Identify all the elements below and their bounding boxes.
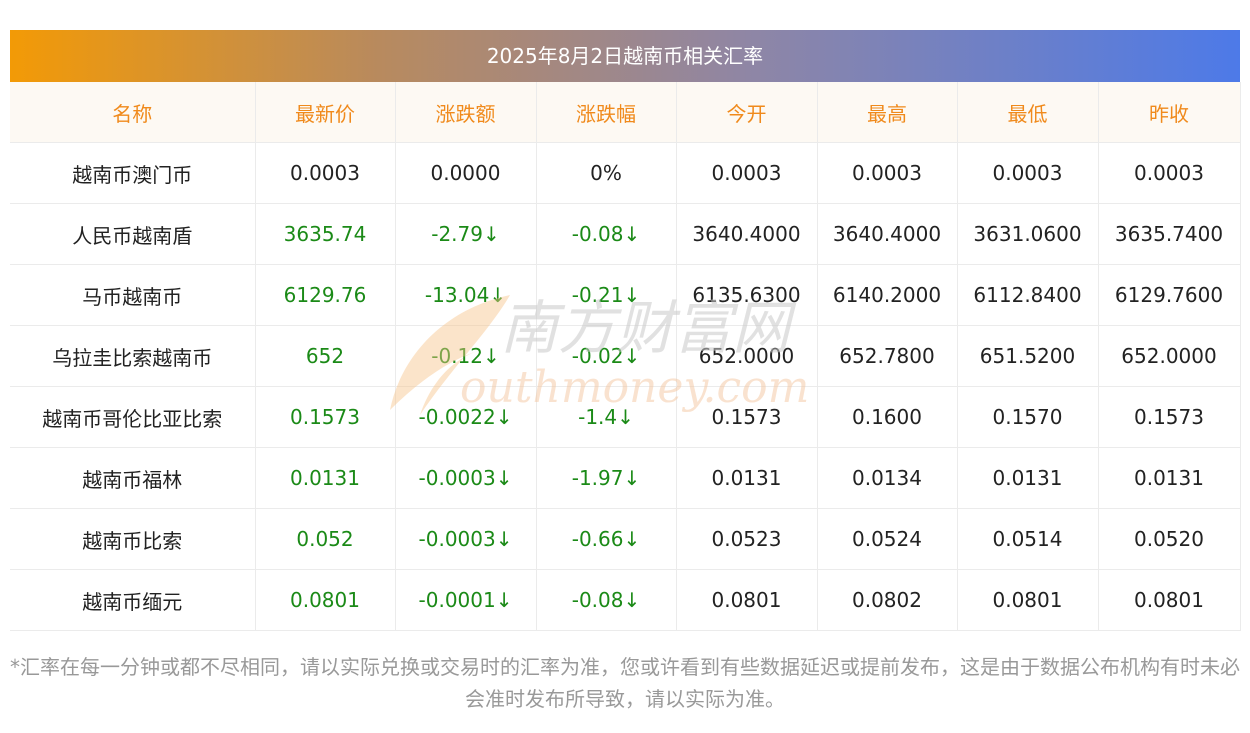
cell-change: -0.0001↓ bbox=[395, 569, 537, 631]
table-row: 越南币比索 0.052 -0.0003↓ -0.66↓ 0.0523 0.052… bbox=[10, 508, 1241, 570]
cell-name: 马币越南币 bbox=[10, 264, 256, 326]
cell-latest: 6129.76 bbox=[255, 264, 396, 326]
cell-high: 652.7800 bbox=[817, 325, 958, 387]
cell-open: 3640.4000 bbox=[676, 203, 818, 265]
cell-name: 乌拉圭比索越南币 bbox=[10, 325, 256, 387]
cell-open: 0.0131 bbox=[676, 447, 818, 509]
cell-latest: 652 bbox=[255, 325, 396, 387]
header-high: 最高 bbox=[817, 82, 958, 143]
cell-prev-close: 0.1573 bbox=[1098, 386, 1241, 448]
cell-high: 0.0003 bbox=[817, 142, 958, 204]
cell-change-pct: -1.97↓ bbox=[536, 447, 677, 509]
header-open: 今开 bbox=[676, 82, 818, 143]
cell-low: 0.0003 bbox=[957, 142, 1099, 204]
cell-latest: 3635.74 bbox=[255, 203, 396, 265]
header-name: 名称 bbox=[10, 82, 256, 143]
table-title: 2025年8月2日越南币相关汇率 bbox=[10, 30, 1240, 82]
header-row: 名称 最新价 涨跌额 涨跌幅 今开 最高 最低 昨收 bbox=[10, 82, 1241, 143]
cell-name: 越南币福林 bbox=[10, 447, 256, 509]
cell-prev-close: 0.0801 bbox=[1098, 569, 1241, 631]
table-row: 马币越南币 6129.76 -13.04↓ -0.21↓ 6135.6300 6… bbox=[10, 264, 1241, 326]
cell-high: 0.0134 bbox=[817, 447, 958, 509]
cell-open: 6135.6300 bbox=[676, 264, 818, 326]
cell-open: 0.1573 bbox=[676, 386, 818, 448]
table-row: 越南币哥伦比亚比索 0.1573 -0.0022↓ -1.4↓ 0.1573 0… bbox=[10, 386, 1241, 448]
cell-low: 0.0514 bbox=[957, 508, 1099, 570]
table-row: 人民币越南盾 3635.74 -2.79↓ -0.08↓ 3640.4000 3… bbox=[10, 203, 1241, 265]
cell-change-pct: -0.08↓ bbox=[536, 203, 677, 265]
cell-latest: 0.1573 bbox=[255, 386, 396, 448]
cell-prev-close: 3635.7400 bbox=[1098, 203, 1241, 265]
table-row: 乌拉圭比索越南币 652 -0.12↓ -0.02↓ 652.0000 652.… bbox=[10, 325, 1241, 387]
cell-latest: 0.0131 bbox=[255, 447, 396, 509]
table-row: 越南币澳门币 0.0003 0.0000 0% 0.0003 0.0003 0.… bbox=[10, 142, 1241, 204]
cell-open: 0.0003 bbox=[676, 142, 818, 204]
cell-latest: 0.0003 bbox=[255, 142, 396, 204]
header-change: 涨跌额 bbox=[395, 82, 537, 143]
cell-name: 越南币缅元 bbox=[10, 569, 256, 631]
cell-high: 0.0802 bbox=[817, 569, 958, 631]
table-row: 越南币缅元 0.0801 -0.0001↓ -0.08↓ 0.0801 0.08… bbox=[10, 569, 1241, 631]
cell-low: 6112.8400 bbox=[957, 264, 1099, 326]
cell-change: 0.0000 bbox=[395, 142, 537, 204]
header-low: 最低 bbox=[957, 82, 1099, 143]
cell-change: -0.0003↓ bbox=[395, 508, 537, 570]
cell-prev-close: 0.0131 bbox=[1098, 447, 1241, 509]
cell-prev-close: 6129.7600 bbox=[1098, 264, 1241, 326]
cell-name: 人民币越南盾 bbox=[10, 203, 256, 265]
cell-name: 越南币哥伦比亚比索 bbox=[10, 386, 256, 448]
disclaimer-note: *汇率在每一分钟或都不尽相同，请以实际兑换或交易时的汇率为准，您或许看到有些数据… bbox=[10, 655, 1240, 711]
header-latest: 最新价 bbox=[255, 82, 396, 143]
cell-latest: 0.0801 bbox=[255, 569, 396, 631]
cell-high: 0.1600 bbox=[817, 386, 958, 448]
cell-prev-close: 0.0520 bbox=[1098, 508, 1241, 570]
cell-low: 3631.0600 bbox=[957, 203, 1099, 265]
cell-prev-close: 652.0000 bbox=[1098, 325, 1241, 387]
header-change-pct: 涨跌幅 bbox=[536, 82, 677, 143]
cell-high: 3640.4000 bbox=[817, 203, 958, 265]
cell-name: 越南币比索 bbox=[10, 508, 256, 570]
cell-change-pct: -0.21↓ bbox=[536, 264, 677, 326]
cell-open: 0.0523 bbox=[676, 508, 818, 570]
cell-change: -0.0022↓ bbox=[395, 386, 537, 448]
cell-latest: 0.052 bbox=[255, 508, 396, 570]
cell-change: -2.79↓ bbox=[395, 203, 537, 265]
cell-change-pct: 0% bbox=[536, 142, 677, 204]
cell-high: 6140.2000 bbox=[817, 264, 958, 326]
cell-prev-close: 0.0003 bbox=[1098, 142, 1241, 204]
cell-low: 651.5200 bbox=[957, 325, 1099, 387]
cell-low: 0.0801 bbox=[957, 569, 1099, 631]
cell-change-pct: -0.02↓ bbox=[536, 325, 677, 387]
cell-change-pct: -0.08↓ bbox=[536, 569, 677, 631]
cell-open: 652.0000 bbox=[676, 325, 818, 387]
table-row: 越南币福林 0.0131 -0.0003↓ -1.97↓ 0.0131 0.01… bbox=[10, 447, 1241, 509]
cell-change: -13.04↓ bbox=[395, 264, 537, 326]
cell-change-pct: -0.66↓ bbox=[536, 508, 677, 570]
cell-open: 0.0801 bbox=[676, 569, 818, 631]
cell-low: 0.0131 bbox=[957, 447, 1099, 509]
cell-change: -0.0003↓ bbox=[395, 447, 537, 509]
cell-change: -0.12↓ bbox=[395, 325, 537, 387]
header-prev-close: 昨收 bbox=[1098, 82, 1241, 143]
rates-table: 名称 最新价 涨跌额 涨跌幅 今开 最高 最低 昨收 越南币澳门币 0.0003… bbox=[10, 82, 1241, 631]
cell-change-pct: -1.4↓ bbox=[536, 386, 677, 448]
cell-name: 越南币澳门币 bbox=[10, 142, 256, 204]
rates-panel: 2025年8月2日越南币相关汇率 名称 最新价 涨跌额 涨跌幅 今开 最高 最低… bbox=[10, 30, 1241, 715]
cell-low: 0.1570 bbox=[957, 386, 1099, 448]
cell-high: 0.0524 bbox=[817, 508, 958, 570]
